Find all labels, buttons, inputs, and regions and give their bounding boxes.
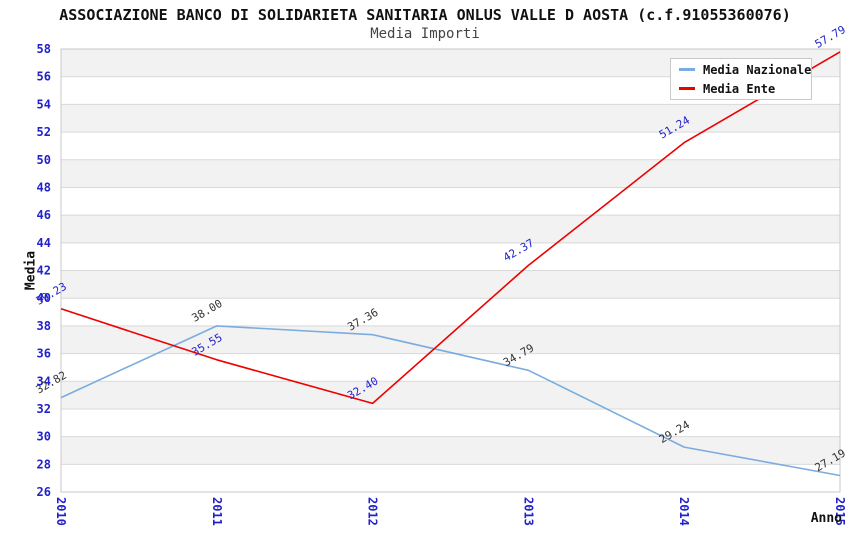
legend-item-media-nazionale[interactable]: Media Nazionale: [671, 63, 811, 77]
plot-border: [60, 48, 841, 493]
data-label: 57.79: [813, 23, 848, 51]
x-tick-label: 2013: [521, 497, 535, 526]
y-axis-title: Media: [23, 250, 39, 291]
y-tick-label: 36: [37, 347, 51, 361]
plot-band: [61, 436, 840, 465]
y-tick-label: 54: [37, 97, 51, 111]
x-axis-title: Anno: [810, 511, 842, 526]
legend-label: Media Ente: [703, 81, 776, 96]
y-tick-label: 40: [37, 291, 51, 305]
y-tick-label: 38: [37, 319, 51, 333]
plot-band: [61, 381, 840, 409]
plot-band: [61, 187, 840, 216]
y-tick-label: 26: [37, 485, 51, 499]
plot-band: [61, 215, 840, 243]
y-tick-label: 30: [37, 430, 51, 444]
plot-band: [61, 270, 840, 299]
y-tick-label: 58: [37, 42, 51, 56]
x-tick-label: 2014: [677, 497, 691, 526]
legend-label: Media Nazionale: [703, 62, 812, 77]
legend: Media Nazionale Media Ente: [670, 58, 812, 100]
y-tick-label: 50: [37, 153, 51, 167]
y-tick-label: 34: [37, 374, 51, 388]
y-tick-label: 56: [37, 70, 51, 84]
plot-band: [61, 408, 840, 437]
plot-band: [61, 104, 840, 133]
y-tick-label: 48: [37, 180, 51, 194]
plot-band: [61, 132, 840, 160]
y-tick-label: 52: [37, 125, 51, 139]
media-ente-swatch-icon: [679, 87, 695, 90]
chart-subtitle: Media Importi: [370, 26, 480, 42]
media-nazionale-line: [60, 325, 841, 477]
x-tick-label: 2012: [366, 497, 380, 526]
y-tick-label: 32: [37, 402, 51, 416]
x-tick-label: 2010: [54, 497, 68, 526]
plot-band: [61, 353, 840, 382]
plot-band: [61, 242, 840, 271]
plot-band: [61, 159, 840, 188]
x-tick-label: 2011: [210, 497, 224, 526]
y-tick-label: 46: [37, 208, 51, 222]
legend-item-media-ente[interactable]: Media Ente: [671, 82, 811, 96]
media-ente-line: [60, 51, 841, 405]
media-nazionale-swatch-icon: [679, 68, 695, 71]
y-tick-label: 44: [37, 236, 51, 250]
y-tick-label: 28: [37, 457, 51, 471]
plot-band: [61, 298, 840, 326]
x-tick-label: 2015: [833, 497, 847, 526]
y-tick-label: 42: [37, 264, 51, 278]
plot-band: [61, 464, 840, 492]
chart-title: ASSOCIAZIONE BANCO DI SOLIDARIETA SANITA…: [59, 6, 791, 24]
plot-band: [61, 325, 840, 354]
